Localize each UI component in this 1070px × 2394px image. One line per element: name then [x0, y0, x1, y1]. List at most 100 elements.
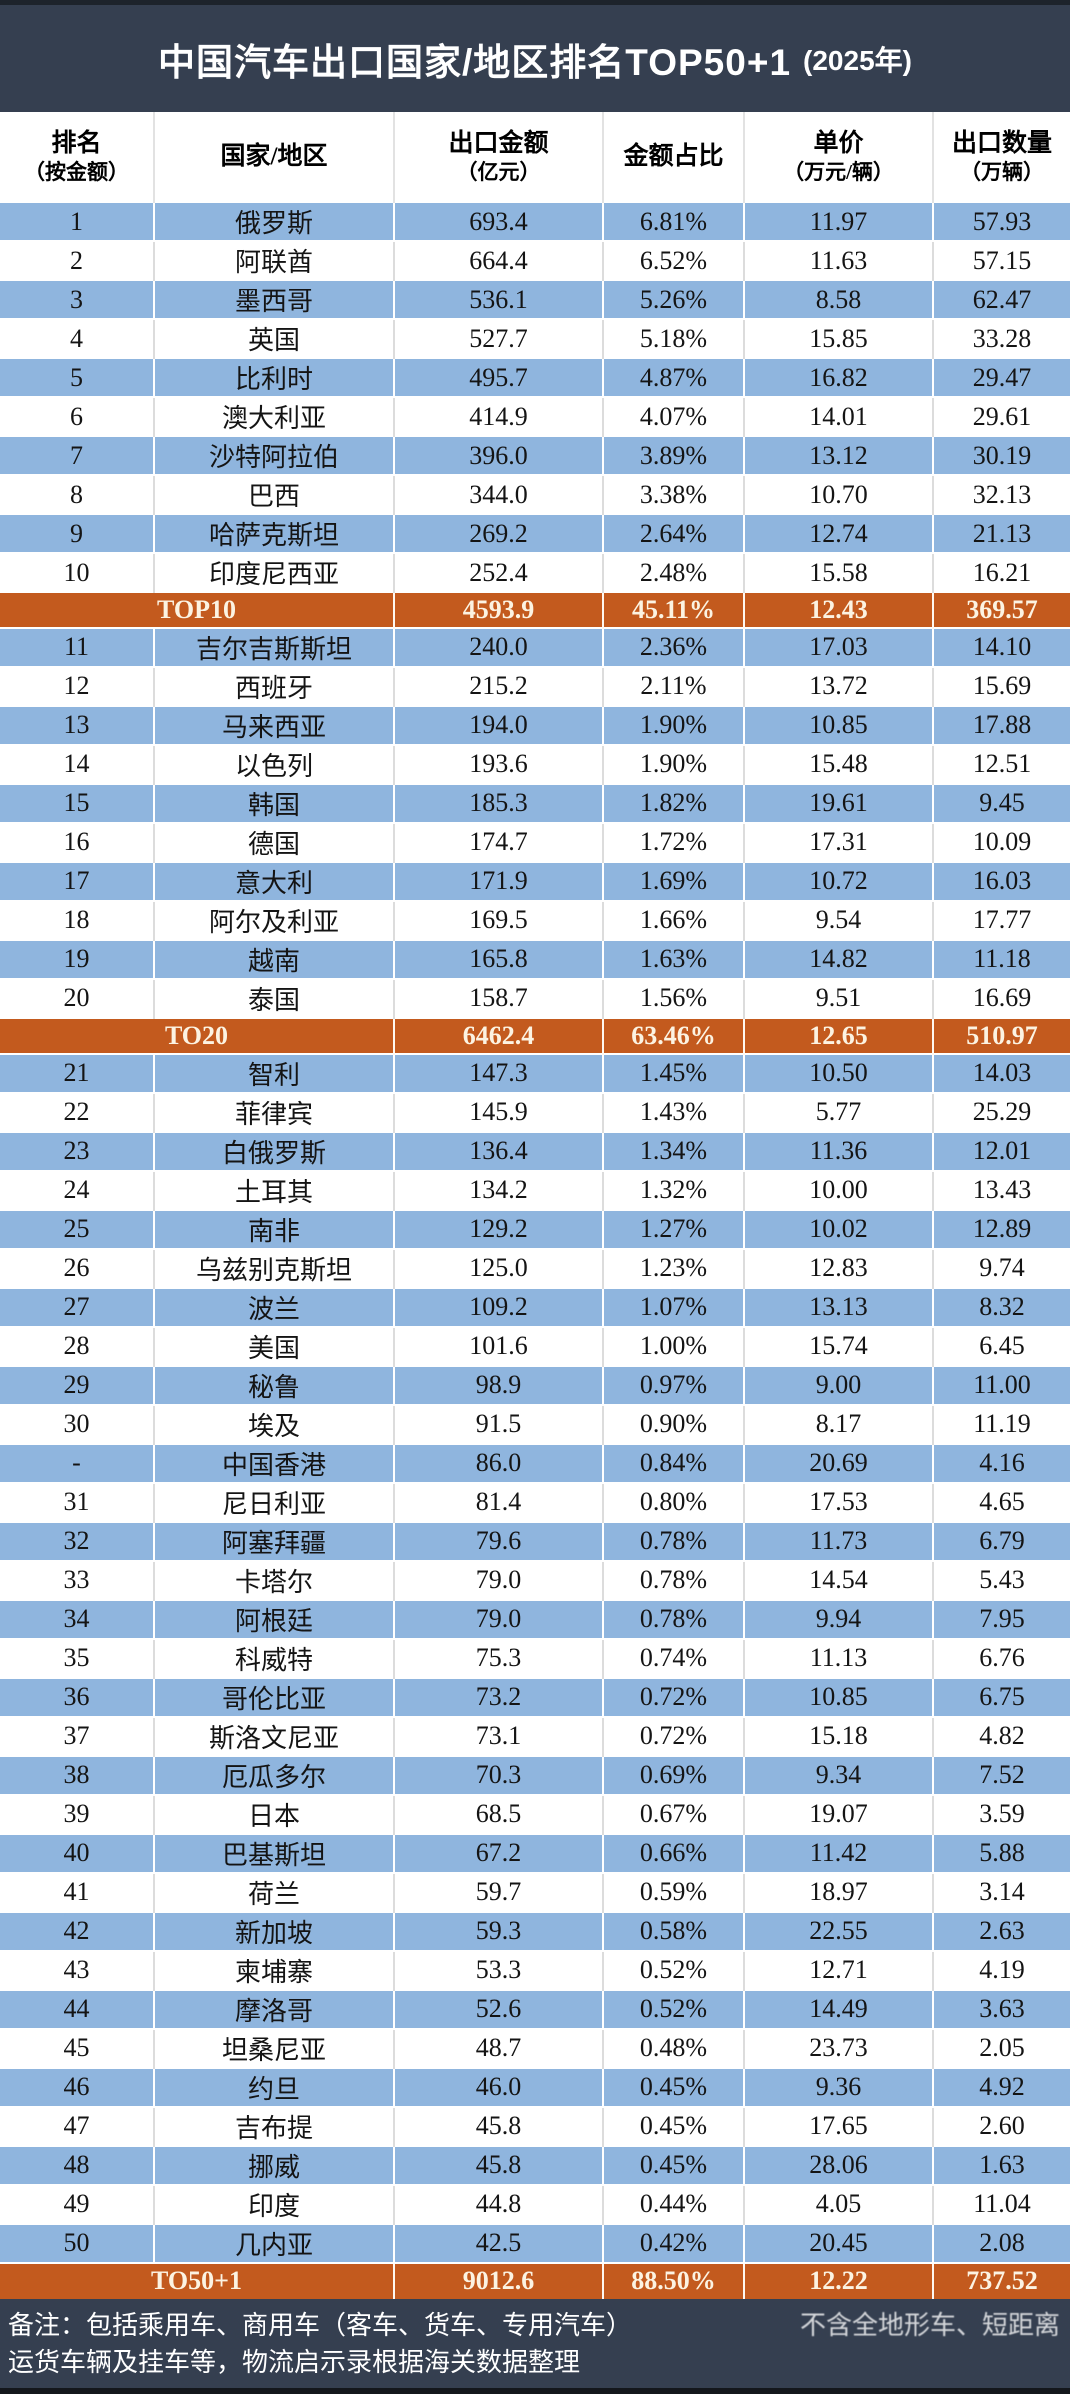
share-cell: 0.72% — [603, 1677, 745, 1717]
country-cell: 摩洛哥 — [154, 1989, 395, 2029]
share-cell: 0.42% — [603, 2223, 745, 2263]
table-row: 31 尼日利亚 81.4 0.80% 17.53 4.65 — [0, 1482, 1070, 1522]
rank-cell: 8 — [0, 475, 155, 514]
rank-cell: 3 — [0, 280, 155, 319]
table-row: 22 菲律宾 145.9 1.43% 5.77 25.29 — [0, 1092, 1070, 1132]
price-cell: 19.61 — [744, 783, 934, 823]
amount-cell: 73.1 — [394, 1716, 604, 1756]
rank-cell: 26 — [0, 1248, 155, 1288]
qty-cell: 57.93 — [933, 202, 1070, 241]
share-cell: 0.78% — [603, 1560, 745, 1600]
amount-cell: 495.7 — [394, 358, 604, 397]
qty-cell: 4.16 — [933, 1443, 1070, 1483]
share-cell: 1.27% — [603, 1209, 745, 1249]
rank-cell: 28 — [0, 1326, 155, 1366]
share-cell: 1.56% — [603, 978, 745, 1018]
amount-cell: 91.5 — [394, 1404, 604, 1444]
table-header: 排名 （按金额） 国家/地区 出口金额 （亿元） 金额占比 单价 （万元/辆） … — [0, 112, 1070, 202]
amount-cell: 9012.6 — [394, 2262, 604, 2299]
share-cell: 0.45% — [603, 2067, 745, 2107]
rank-cell: 41 — [0, 1872, 155, 1912]
share-cell: 1.66% — [603, 900, 745, 940]
summary-label-cell: TO50+1 — [0, 2262, 395, 2299]
price-cell: 12.65 — [744, 1017, 934, 1054]
amount-cell: 536.1 — [394, 280, 604, 319]
price-cell: 14.54 — [744, 1560, 934, 1600]
rank-cell: 49 — [0, 2184, 155, 2224]
rank-cell: 48 — [0, 2145, 155, 2185]
amount-cell: 79.0 — [394, 1560, 604, 1600]
table-row: 32 阿塞拜疆 79.6 0.78% 11.73 6.79 — [0, 1521, 1070, 1561]
qty-cell: 21.13 — [933, 514, 1070, 553]
country-cell: 巴基斯坦 — [154, 1833, 395, 1873]
qty-cell: 1.63 — [933, 2145, 1070, 2185]
table-row: 45 坦桑尼亚 48.7 0.48% 23.73 2.05 — [0, 2028, 1070, 2068]
table-row: 46 约旦 46.0 0.45% 9.36 4.92 — [0, 2067, 1070, 2107]
amount-cell: 81.4 — [394, 1482, 604, 1522]
amount-cell: 53.3 — [394, 1950, 604, 1990]
country-cell: 墨西哥 — [154, 280, 395, 319]
share-cell: 1.90% — [603, 705, 745, 745]
qty-cell: 17.77 — [933, 900, 1070, 940]
rank-cell: 2 — [0, 241, 155, 280]
rank-cell: 50 — [0, 2223, 155, 2263]
table-row: 38 厄瓜多尔 70.3 0.69% 9.34 7.52 — [0, 1755, 1070, 1795]
country-cell: 斯洛文尼亚 — [154, 1716, 395, 1756]
country-cell: 土耳其 — [154, 1170, 395, 1210]
amount-cell: 174.7 — [394, 822, 604, 862]
country-cell: 白俄罗斯 — [154, 1131, 395, 1171]
price-cell: 14.49 — [744, 1989, 934, 2029]
amount-cell: 98.9 — [394, 1365, 604, 1405]
price-cell: 13.12 — [744, 436, 934, 475]
qty-cell: 7.52 — [933, 1755, 1070, 1795]
rank-cell: 27 — [0, 1287, 155, 1327]
amount-cell: 527.7 — [394, 319, 604, 358]
price-cell: 12.83 — [744, 1248, 934, 1288]
rank-cell: 11 — [0, 627, 155, 667]
rank-cell: 18 — [0, 900, 155, 940]
price-cell: 12.71 — [744, 1950, 934, 1990]
amount-cell: 134.2 — [394, 1170, 604, 1210]
table-row: 48 挪威 45.8 0.45% 28.06 1.63 — [0, 2145, 1070, 2185]
amount-cell: 147.3 — [394, 1053, 604, 1093]
qty-cell: 14.03 — [933, 1053, 1070, 1093]
amount-cell: 145.9 — [394, 1092, 604, 1132]
share-cell: 1.32% — [603, 1170, 745, 1210]
share-cell: 0.97% — [603, 1365, 745, 1405]
header-rank: 排名 （按金额） — [0, 112, 155, 202]
country-cell: 泰国 — [154, 978, 395, 1018]
country-cell: 哈萨克斯坦 — [154, 514, 395, 553]
country-cell: 阿尔及利亚 — [154, 900, 395, 940]
country-cell: 俄罗斯 — [154, 202, 395, 241]
amount-cell: 73.2 — [394, 1677, 604, 1717]
qty-cell: 29.47 — [933, 358, 1070, 397]
price-cell: 10.02 — [744, 1209, 934, 1249]
qty-cell: 737.52 — [933, 2262, 1070, 2299]
table-row: 5 比利时 495.7 4.87% 16.82 29.47 — [0, 358, 1070, 397]
share-cell: 0.45% — [603, 2106, 745, 2146]
qty-cell: 2.08 — [933, 2223, 1070, 2263]
qty-cell: 3.59 — [933, 1794, 1070, 1834]
qty-cell: 2.60 — [933, 2106, 1070, 2146]
qty-cell: 14.10 — [933, 627, 1070, 667]
price-cell: 10.72 — [744, 861, 934, 901]
country-cell: 菲律宾 — [154, 1092, 395, 1132]
table-row: 34 阿根廷 79.0 0.78% 9.94 7.95 — [0, 1599, 1070, 1639]
rank-cell: 14 — [0, 744, 155, 784]
rank-cell: 43 — [0, 1950, 155, 1990]
share-cell: 0.44% — [603, 2184, 745, 2224]
amount-cell: 52.6 — [394, 1989, 604, 2029]
country-cell: 坦桑尼亚 — [154, 2028, 395, 2068]
amount-cell: 79.0 — [394, 1599, 604, 1639]
header-price: 单价 （万元/辆） — [744, 112, 934, 202]
share-cell: 0.84% — [603, 1443, 745, 1483]
country-cell: 几内亚 — [154, 2223, 395, 2263]
header-share: 金额占比 — [603, 112, 745, 202]
rank-cell: 15 — [0, 783, 155, 823]
price-cell: 9.34 — [744, 1755, 934, 1795]
country-cell: 尼日利亚 — [154, 1482, 395, 1522]
country-cell: 柬埔寨 — [154, 1950, 395, 1990]
price-cell: 23.73 — [744, 2028, 934, 2068]
amount-cell: 67.2 — [394, 1833, 604, 1873]
